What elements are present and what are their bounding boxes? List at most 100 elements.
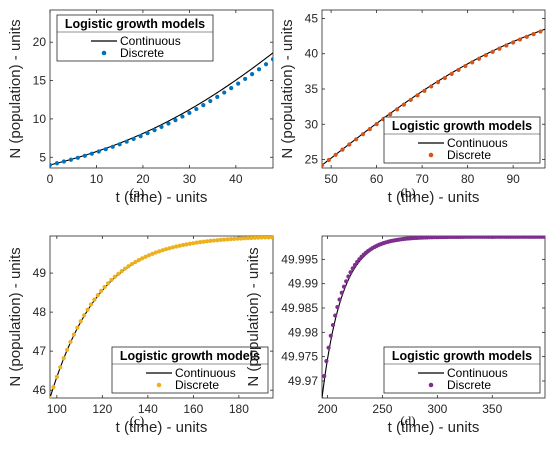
x-tick-label: 20 <box>136 172 150 186</box>
discrete-point <box>235 236 240 241</box>
discrete-point <box>483 53 488 58</box>
y-tick-label: 25 <box>305 153 319 167</box>
discrete-point <box>211 238 216 243</box>
discrete-point <box>61 356 66 361</box>
legend-entry-discrete: Discrete <box>120 46 164 60</box>
discrete-point <box>524 34 529 39</box>
legend-title: Logistic growth models <box>392 349 532 363</box>
discrete-point <box>429 84 434 89</box>
discrete-point <box>61 159 67 164</box>
discrete-point <box>328 333 333 338</box>
legend-box <box>383 116 541 164</box>
y-axis-label: N (population) - units <box>7 247 24 386</box>
discrete-point <box>51 384 56 390</box>
legend-entry-discrete: Discrete <box>447 148 491 162</box>
discrete-point <box>322 374 327 379</box>
discrete-point <box>99 288 104 293</box>
discrete-point <box>497 46 502 51</box>
discrete-point <box>394 107 400 112</box>
discrete-point <box>153 250 158 255</box>
x-tick-label: 40 <box>229 172 243 186</box>
x-tick-label: 70 <box>415 172 429 186</box>
y-tick-label: 49.995 <box>281 252 318 266</box>
discrete-point <box>102 284 107 290</box>
discrete-point <box>435 80 441 85</box>
panel-b: 50 60 70 80 90 25 30 35 40 45 t (time) - units N (p… <box>279 9 546 206</box>
legend-marker-swatch <box>428 152 434 158</box>
discrete-point <box>249 236 254 241</box>
y-tick-label: 10 <box>33 112 47 126</box>
discrete-point <box>71 332 76 337</box>
y-tick-label: 30 <box>305 117 319 131</box>
discrete-point <box>401 102 407 107</box>
discrete-point <box>145 131 150 136</box>
discrete-point <box>119 269 124 274</box>
discrete-point <box>89 151 94 156</box>
discrete-point <box>490 49 495 54</box>
discrete-point <box>58 365 63 370</box>
discrete-point <box>243 76 248 82</box>
discrete-point <box>322 163 325 168</box>
discrete-point <box>129 261 135 267</box>
discrete-point <box>184 242 189 247</box>
discrete-point <box>117 142 122 147</box>
discrete-point <box>222 90 227 95</box>
discrete-point <box>112 274 117 279</box>
discrete-point <box>116 271 121 276</box>
legend-entry-discrete: Discrete <box>447 378 491 392</box>
legend-entry-continuous: Continuous <box>120 34 181 48</box>
discrete-point <box>449 71 454 76</box>
discrete-point <box>50 162 53 168</box>
discrete-point <box>352 262 358 268</box>
x-tick-label: 30 <box>183 172 197 186</box>
x-tick-label: 120 <box>92 402 112 416</box>
x-tick-label: 350 <box>482 402 502 416</box>
discrete-point <box>160 248 165 253</box>
legend-entry-discrete: Discrete <box>175 378 219 392</box>
x-tick-label: 50 <box>324 172 338 186</box>
discrete-point <box>456 67 461 73</box>
legend-marker-swatch <box>428 382 434 388</box>
x-tick-label: 0 <box>47 172 54 186</box>
y-axis-label: N (population) - units <box>245 247 262 386</box>
discrete-point <box>187 110 192 115</box>
discrete-point <box>75 325 80 330</box>
panel-a: 0 10 20 30 40 5 10 15 20 t (time) - units N (popul… <box>7 9 274 206</box>
discrete-point <box>463 63 468 69</box>
discrete-point <box>259 236 264 240</box>
discrete-point <box>269 236 273 240</box>
y-tick-label: 35 <box>305 82 319 96</box>
legend-entry-continuous: Continuous <box>175 366 236 380</box>
discrete-point <box>204 239 210 244</box>
x-tick-label: 80 <box>461 172 475 186</box>
discrete-point <box>242 236 247 241</box>
discrete-point <box>82 313 87 318</box>
x-tick-label: 10 <box>90 172 104 186</box>
panel-d: 200 250 300 350 49.97 49.975 49.98 49.985 49.99 4… <box>245 235 546 436</box>
discrete-point <box>105 281 111 286</box>
discrete-point <box>422 88 427 93</box>
x-tick-label: 160 <box>183 402 203 416</box>
discrete-point <box>341 284 347 289</box>
y-tick-label: 49.98 <box>288 325 318 339</box>
discrete-point <box>218 237 223 242</box>
discrete-point <box>270 57 273 62</box>
discrete-point <box>541 236 545 239</box>
y-tick-label: 40 <box>305 47 319 61</box>
discrete-point <box>340 147 345 152</box>
plot-marks <box>50 236 273 398</box>
discrete-point <box>215 238 220 243</box>
discrete-point <box>68 157 74 162</box>
discrete-point <box>194 106 199 112</box>
discrete-point <box>208 98 213 104</box>
y-tick-label: 49 <box>33 266 47 280</box>
panel-c: 100 120 140 160 180 46 47 48 49 t (time) - units N… <box>7 235 274 436</box>
discrete-point <box>333 152 338 157</box>
panel-caption: (d) <box>400 413 415 428</box>
x-axis-label: t (time) - units <box>388 419 480 436</box>
x-tick-label: 140 <box>138 402 158 416</box>
legend-box <box>56 14 214 62</box>
